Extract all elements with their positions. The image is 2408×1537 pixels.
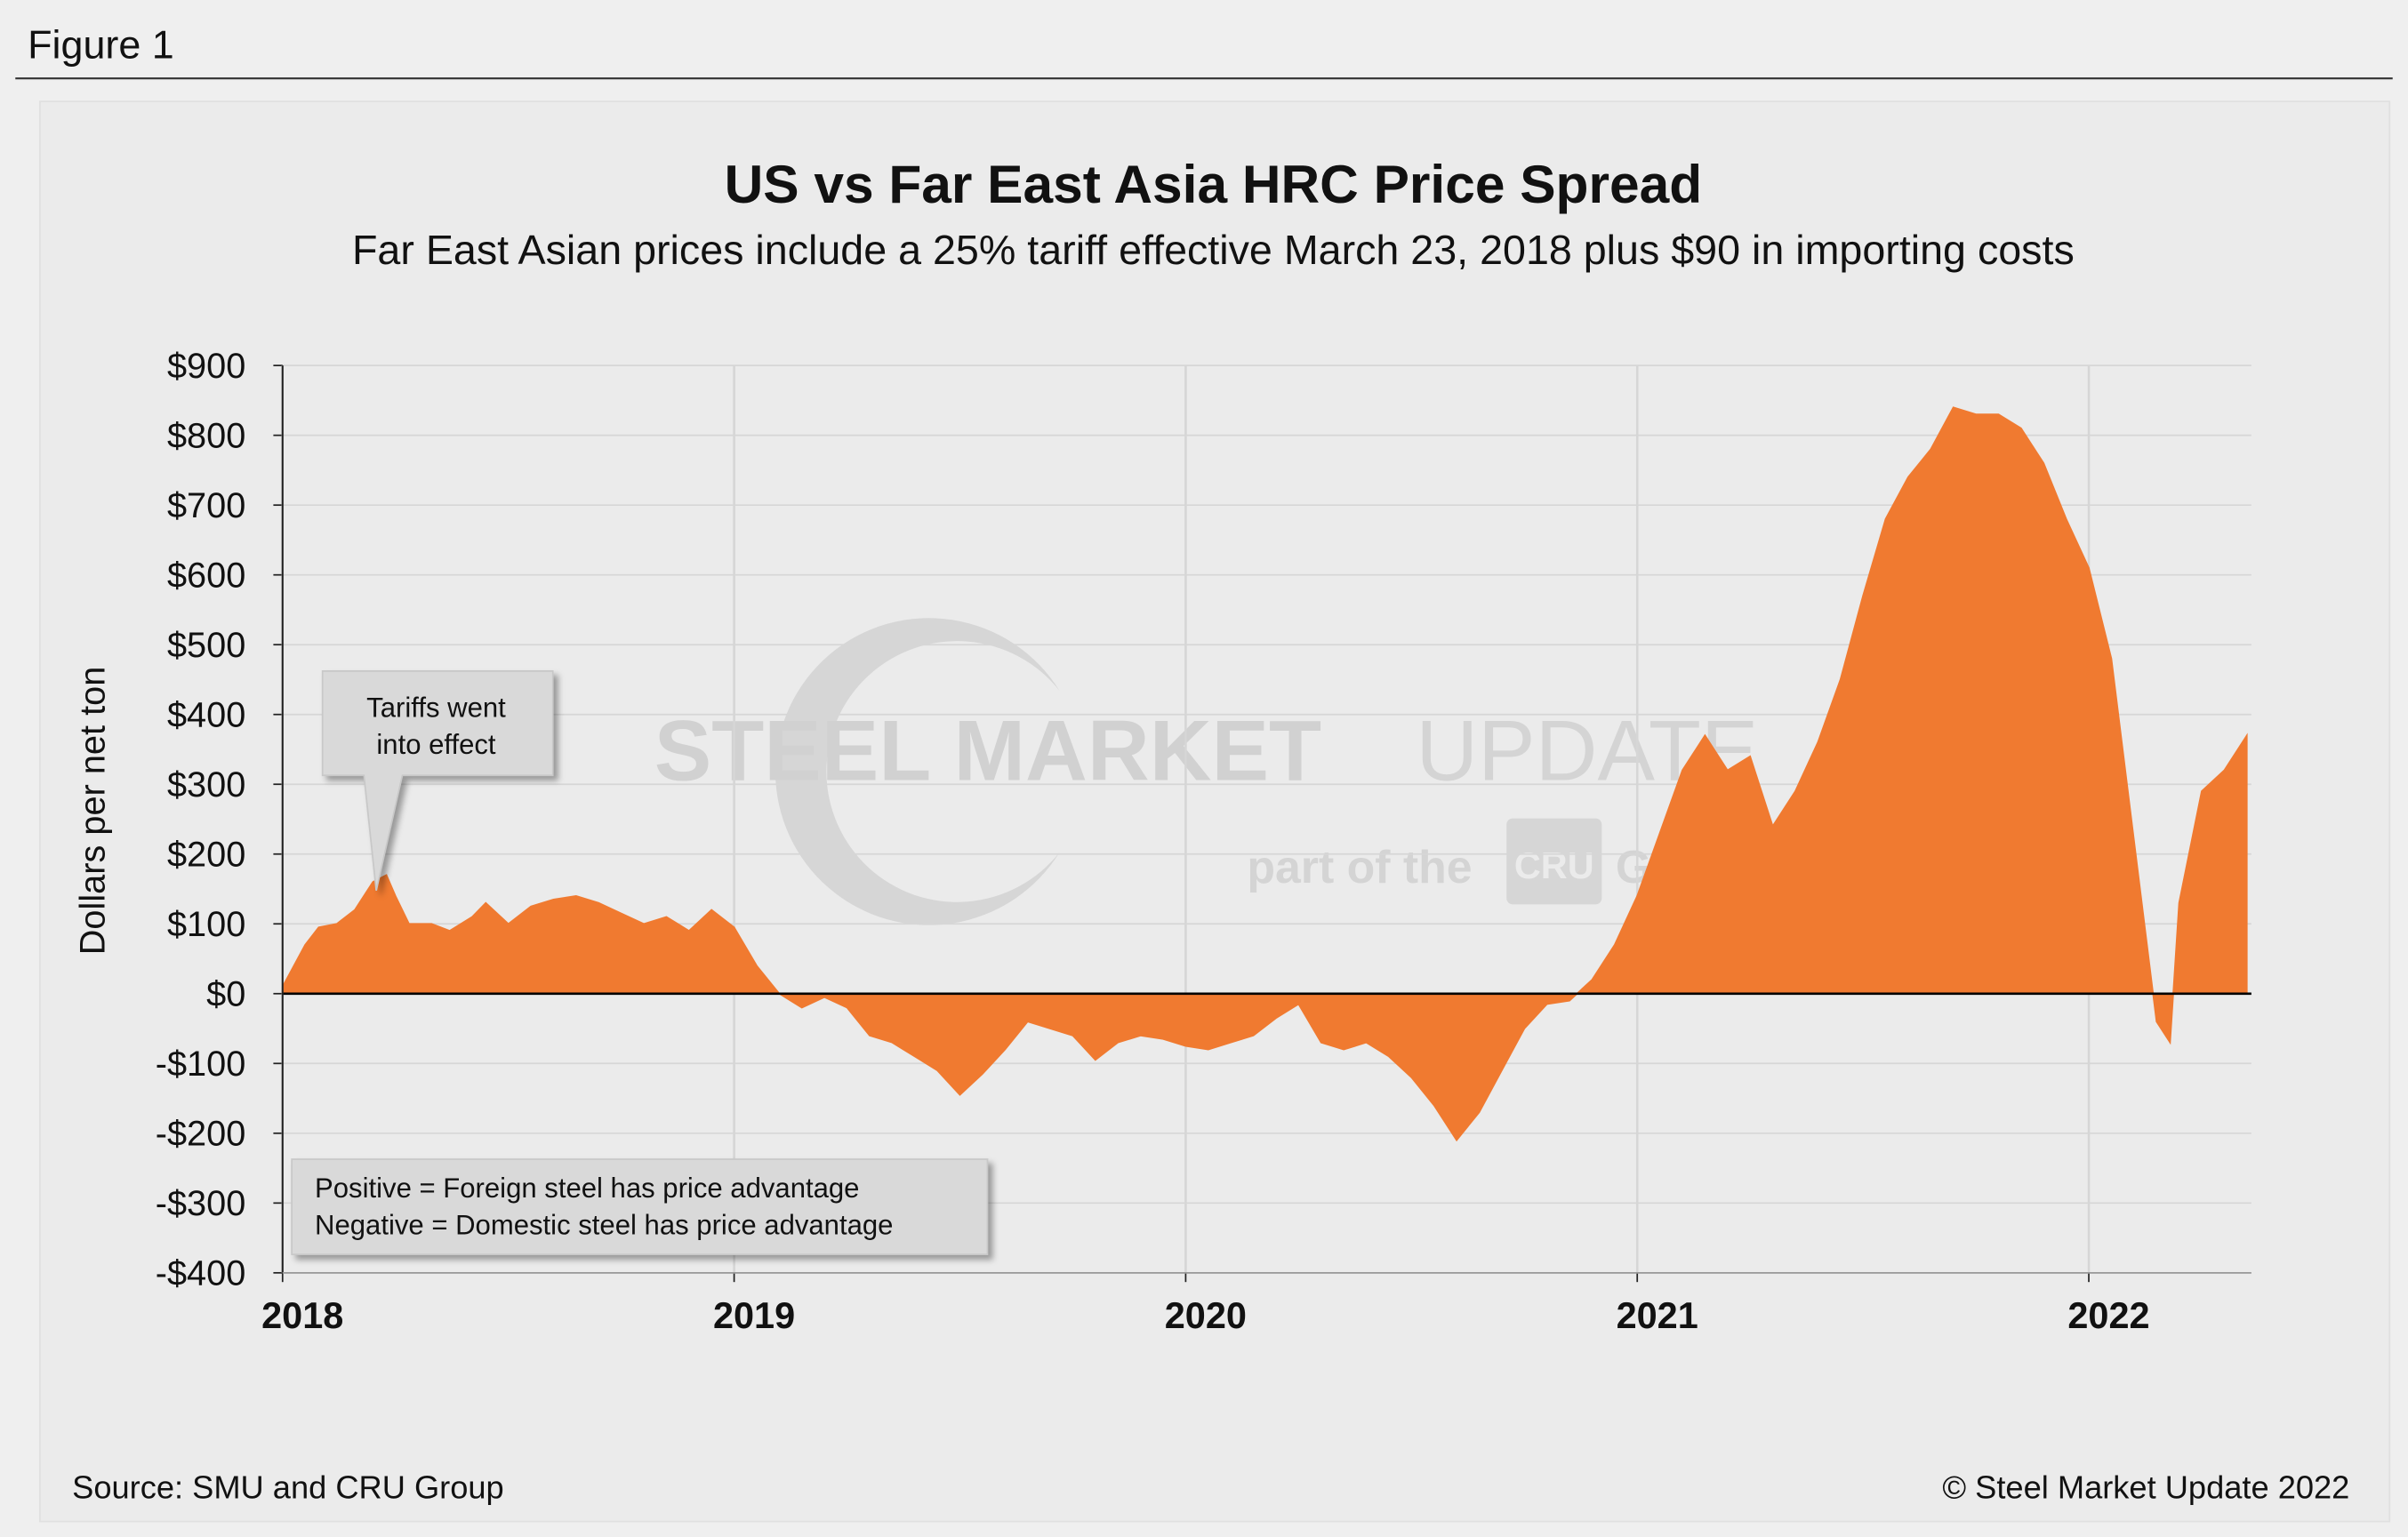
x-tick-label: 2020 (1165, 1294, 1247, 1336)
note-text: Negative = Domestic steel has price adva… (315, 1210, 893, 1241)
x-tick-label: 2021 (1617, 1294, 1698, 1336)
y-tick-label: $700 (167, 486, 245, 525)
y-tick-label: -$300 (156, 1184, 246, 1223)
y-tick-label: $0 (206, 975, 245, 1014)
y-tick-label: $300 (167, 765, 245, 805)
watermark-text: STEEL MARKET (654, 702, 1321, 798)
y-tick-label: -$400 (156, 1254, 246, 1293)
copyright: © Steel Market Update 2022 (1942, 1469, 2349, 1506)
y-tick-label: $500 (167, 626, 245, 665)
y-tick-label: $800 (167, 416, 245, 455)
y-tick-label: $400 (167, 696, 245, 735)
y-tick-label: $100 (167, 905, 245, 944)
watermark-box (1506, 818, 1602, 905)
watermark-logo (775, 618, 1060, 925)
source: Source: SMU and CRU Group (72, 1469, 504, 1506)
chart-subtitle: Far East Asian prices include a 25% tari… (352, 227, 2075, 273)
chart-title: US vs Far East Asia HRC Price Spread (725, 154, 1703, 214)
y-axis-label: Dollars per net ton (73, 667, 112, 956)
x-tick-label: 2019 (713, 1294, 795, 1336)
watermark-text: part of the (1247, 841, 1472, 893)
x-tick-label: 2022 (2067, 1294, 2149, 1336)
note: Positive = Foreign steel has price advan… (291, 1158, 989, 1255)
y-tick-label: -$200 (156, 1115, 246, 1154)
area (281, 406, 2248, 1142)
callout-box (321, 669, 554, 891)
plot: -$400 -$300 -$200 -$100 $0 $100 $200 $300 $400 $5… (156, 347, 2251, 1336)
y-tick-label: $200 (167, 836, 245, 875)
y-tick-label: $600 (167, 556, 245, 596)
x-tick-label: 2018 (261, 1294, 343, 1336)
note-text: Positive = Foreign steel has price advan… (315, 1173, 859, 1204)
y-tick-label: -$100 (156, 1045, 246, 1084)
annotation-text: Tariffs went (366, 692, 506, 724)
figure-label: Figure 1 (28, 22, 174, 68)
watermark-text: CRU (1514, 845, 1594, 886)
y-tick-label: $900 (167, 347, 245, 386)
watermark: STEEL MARKET UPDATE part of the CRU Grou… (654, 618, 1758, 925)
note-box (291, 1158, 989, 1255)
annotation: Tariffs went into effect (321, 669, 554, 891)
annotation-text: into effect (376, 729, 496, 760)
